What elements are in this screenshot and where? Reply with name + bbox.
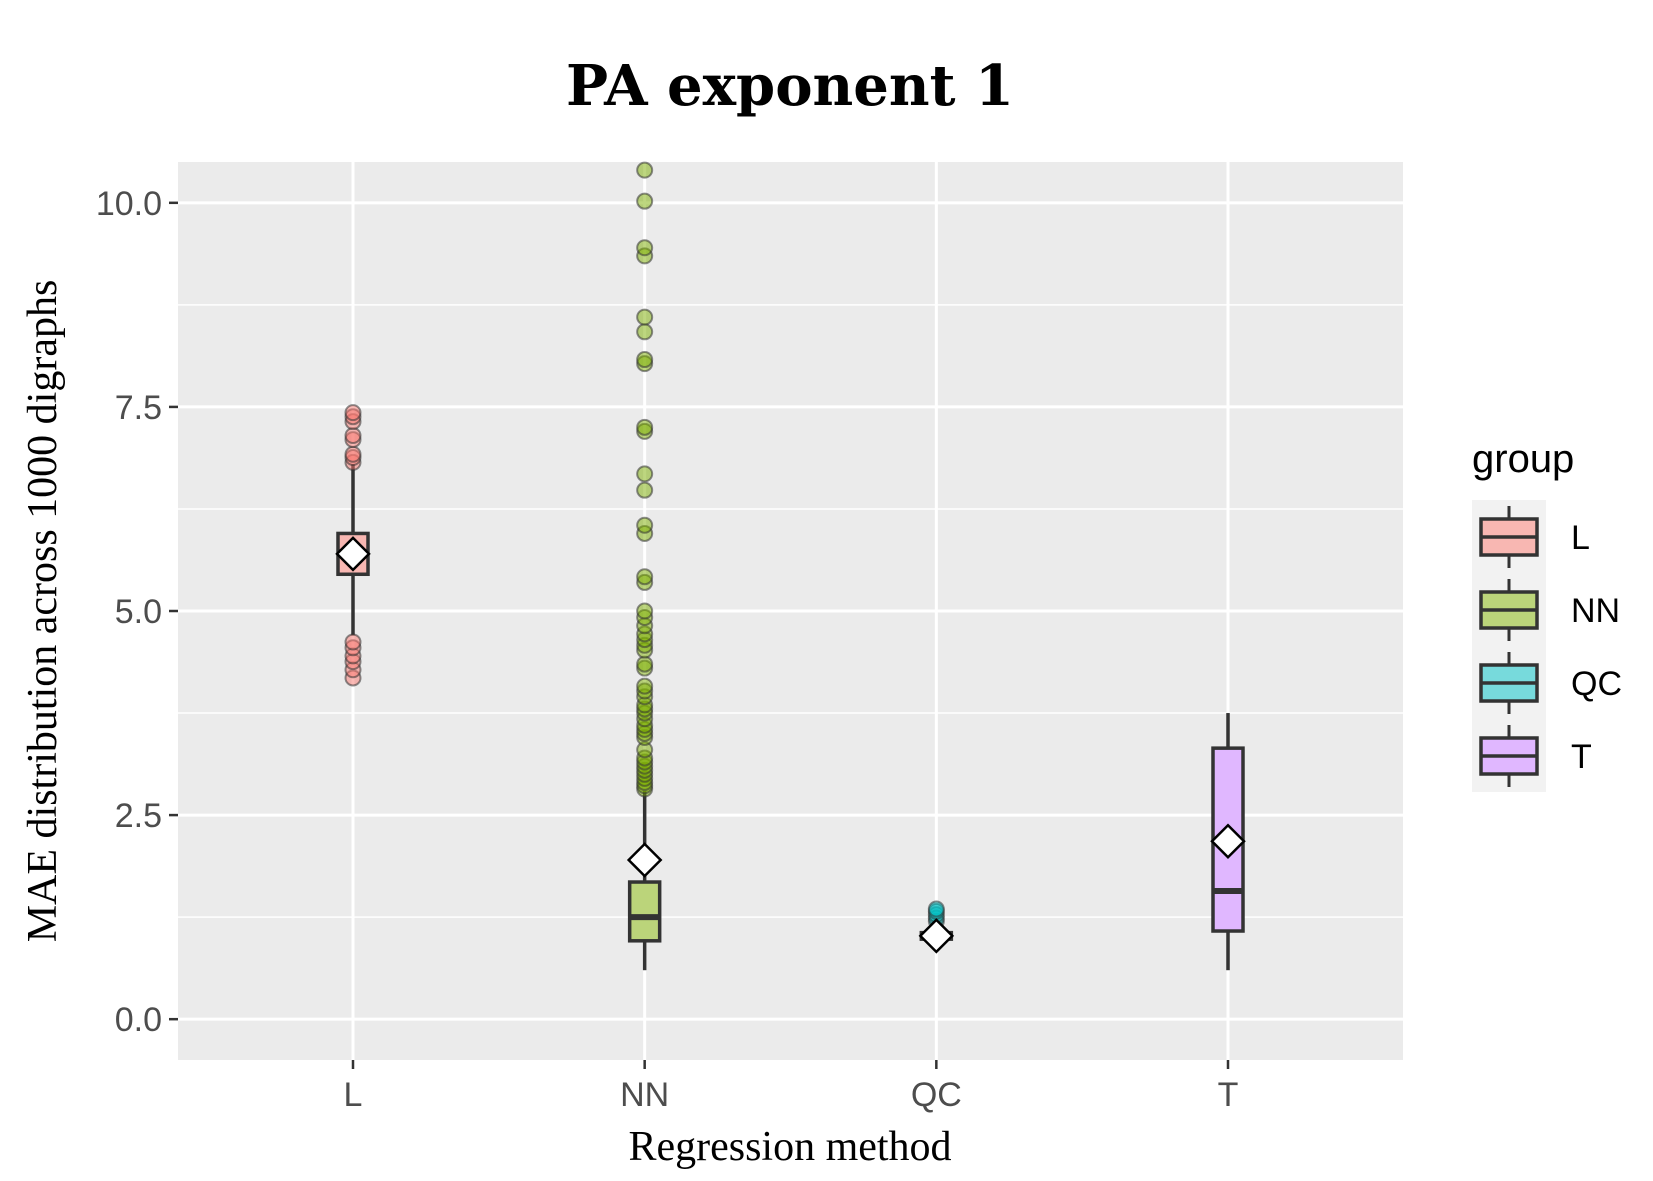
legend-label: L [1571,519,1590,557]
box-series [335,161,1246,971]
box-group-nn [626,161,663,971]
y-tick-label: 10.0 [96,185,162,223]
outlier-point [344,445,362,463]
y-tick-label: 2.5 [115,797,162,835]
legend-label: QC [1571,665,1622,703]
mean-marker [918,918,955,954]
legend-label: T [1571,738,1592,776]
mean-marker [335,536,371,572]
mean-marker [626,842,663,878]
y-axis-title: MAE distribution across 1000 digraphs [20,280,66,943]
outlier-point [927,900,945,918]
y-tick-label: 5.0 [115,593,162,631]
outlier-point [636,308,654,326]
box-group-l [335,404,371,687]
outlier-point [344,404,362,422]
outlier-point [636,418,654,436]
y-tick-label: 7.5 [115,389,162,427]
legend-item-qc: QC [1479,652,1622,714]
outlier-point [636,677,654,695]
y-tick-label: 0.0 [115,1001,162,1039]
legend: group L NN QC T [1472,437,1622,792]
outlier-point [636,655,654,673]
x-tick-label: QC [911,1076,962,1114]
outlier-point [636,602,654,620]
outlier-point [636,481,654,499]
outlier-point [636,239,654,257]
x-axis-title: Regression method [628,1124,951,1170]
outlier-point [636,192,654,210]
legend-item-t: T [1479,725,1592,787]
chart-title: PA exponent 1 [566,53,1014,119]
outlier-point [636,323,654,341]
x-axis: L NN QC T [344,1060,1239,1114]
legend-label: NN [1571,592,1620,630]
legend-title: group [1472,437,1574,481]
x-tick-label: T [1218,1076,1239,1114]
x-tick-label: NN [620,1076,669,1114]
x-tick-label: L [344,1076,363,1114]
box-group-qc [918,900,955,954]
outlier-point [636,351,654,369]
mean-marker [1210,823,1246,859]
box-group-t [1210,713,1246,971]
outlier-point [344,633,362,651]
outlier-point [636,161,654,179]
outlier-point [636,465,654,483]
outlier-point [636,516,654,534]
outlier-point [636,568,654,586]
legend-item-nn: NN [1479,579,1620,641]
outlier-point [344,426,362,444]
legend-item-l: L [1479,506,1590,568]
box-iqr [627,880,662,943]
y-axis: 0.0 2.5 5.0 7.5 10.0 [96,185,178,1039]
